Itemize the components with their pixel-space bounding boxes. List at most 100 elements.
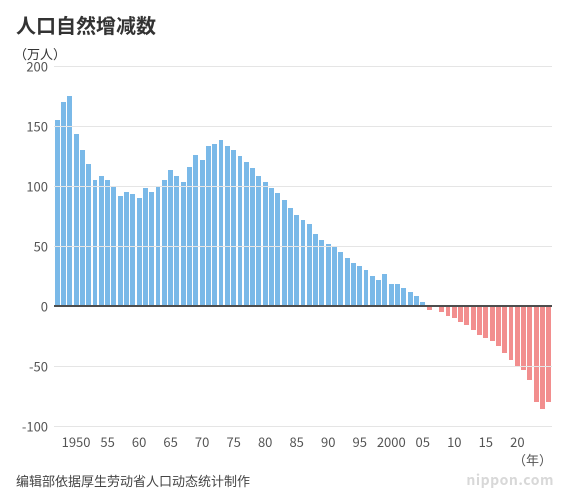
gridline — [54, 366, 552, 367]
bar — [534, 306, 539, 402]
bar — [401, 288, 406, 306]
bar — [357, 266, 362, 306]
bar — [193, 155, 198, 306]
bar — [225, 146, 230, 306]
bar — [61, 102, 66, 306]
x-tick-label: 65 — [163, 432, 177, 451]
y-tick-label: -50 — [29, 357, 48, 376]
zero-line — [54, 305, 552, 307]
y-tick-label: 200 — [26, 57, 48, 76]
bar — [282, 200, 287, 306]
gridline — [54, 126, 552, 127]
bar — [521, 306, 526, 370]
bar — [351, 263, 356, 306]
bar — [130, 194, 135, 306]
bar — [244, 162, 249, 306]
bar — [458, 306, 463, 322]
y-tick-label: 50 — [34, 237, 48, 256]
bar — [370, 276, 375, 306]
bar — [174, 176, 179, 306]
gridline — [54, 246, 552, 247]
bar — [496, 306, 501, 346]
y-tick-label: -100 — [22, 417, 48, 436]
x-tick-label: 05 — [416, 432, 430, 451]
bar — [345, 258, 350, 306]
y-tick-label: 150 — [26, 117, 48, 136]
gridline — [54, 66, 552, 67]
bar — [238, 156, 243, 306]
bar — [105, 180, 110, 306]
x-tick-label: 75 — [226, 432, 240, 451]
bar — [219, 140, 224, 306]
bar — [307, 224, 312, 306]
bar — [471, 306, 476, 330]
watermark: nippon.com — [466, 470, 554, 490]
x-tick-label: 60 — [132, 432, 146, 451]
bar — [80, 150, 85, 306]
chart-container: { "title": "人口自然增减数", "title_fontsize": … — [0, 0, 568, 500]
bar — [124, 192, 129, 306]
bar — [464, 306, 469, 325]
bar — [364, 270, 369, 306]
bar — [477, 306, 482, 335]
bar — [338, 252, 343, 306]
bar — [389, 284, 394, 306]
plot-area: -100-50050100150200195055606570758085909… — [54, 66, 552, 426]
bar — [288, 208, 293, 306]
gridline — [54, 426, 552, 427]
bar — [143, 188, 148, 306]
bar — [446, 306, 451, 316]
bar — [326, 244, 331, 306]
bar — [212, 144, 217, 306]
bar — [67, 96, 72, 306]
chart-title: 人口自然增减数 — [16, 10, 156, 39]
bar — [546, 306, 551, 402]
bar — [515, 306, 520, 367]
bar — [319, 240, 324, 306]
bar — [256, 176, 261, 306]
bar — [269, 188, 274, 306]
bar — [118, 196, 123, 306]
x-tick-label: 95 — [353, 432, 367, 451]
x-tick-label: 90 — [321, 432, 335, 451]
bar — [206, 146, 211, 306]
x-tick-label: 80 — [258, 432, 272, 451]
bar — [490, 306, 495, 341]
bar — [332, 247, 337, 306]
gridline — [54, 186, 552, 187]
bar — [181, 182, 186, 306]
x-tick-label: 2000 — [377, 432, 406, 451]
bar — [250, 168, 255, 306]
y-tick-label: 0 — [41, 297, 48, 316]
bar — [187, 167, 192, 306]
y-tick-label: 100 — [26, 177, 48, 196]
bar — [382, 274, 387, 306]
bar — [200, 160, 205, 306]
bar — [99, 176, 104, 306]
x-tick-label: 10 — [447, 432, 461, 451]
bar — [74, 134, 79, 306]
bar — [313, 234, 318, 306]
x-tick-label: 85 — [289, 432, 303, 451]
bar — [162, 180, 167, 306]
bar — [540, 306, 545, 409]
source-footnote: 编辑部依据厚生劳动省人口动态统计制作 — [16, 471, 250, 490]
bar — [55, 120, 60, 306]
bar — [376, 280, 381, 306]
bar — [527, 306, 532, 380]
bar — [301, 220, 306, 306]
x-tick-label: 55 — [100, 432, 114, 451]
bar — [137, 198, 142, 306]
bar — [395, 284, 400, 306]
x-tick-label: 20 — [510, 432, 524, 451]
x-tick-label: 70 — [195, 432, 209, 451]
bar — [502, 306, 507, 353]
bar — [294, 215, 299, 306]
bar — [263, 182, 268, 306]
bar — [93, 180, 98, 306]
bar — [509, 306, 514, 360]
bar — [483, 306, 488, 338]
x-tick-label: 1950 — [62, 432, 91, 451]
bar — [408, 292, 413, 306]
bar — [149, 192, 154, 306]
